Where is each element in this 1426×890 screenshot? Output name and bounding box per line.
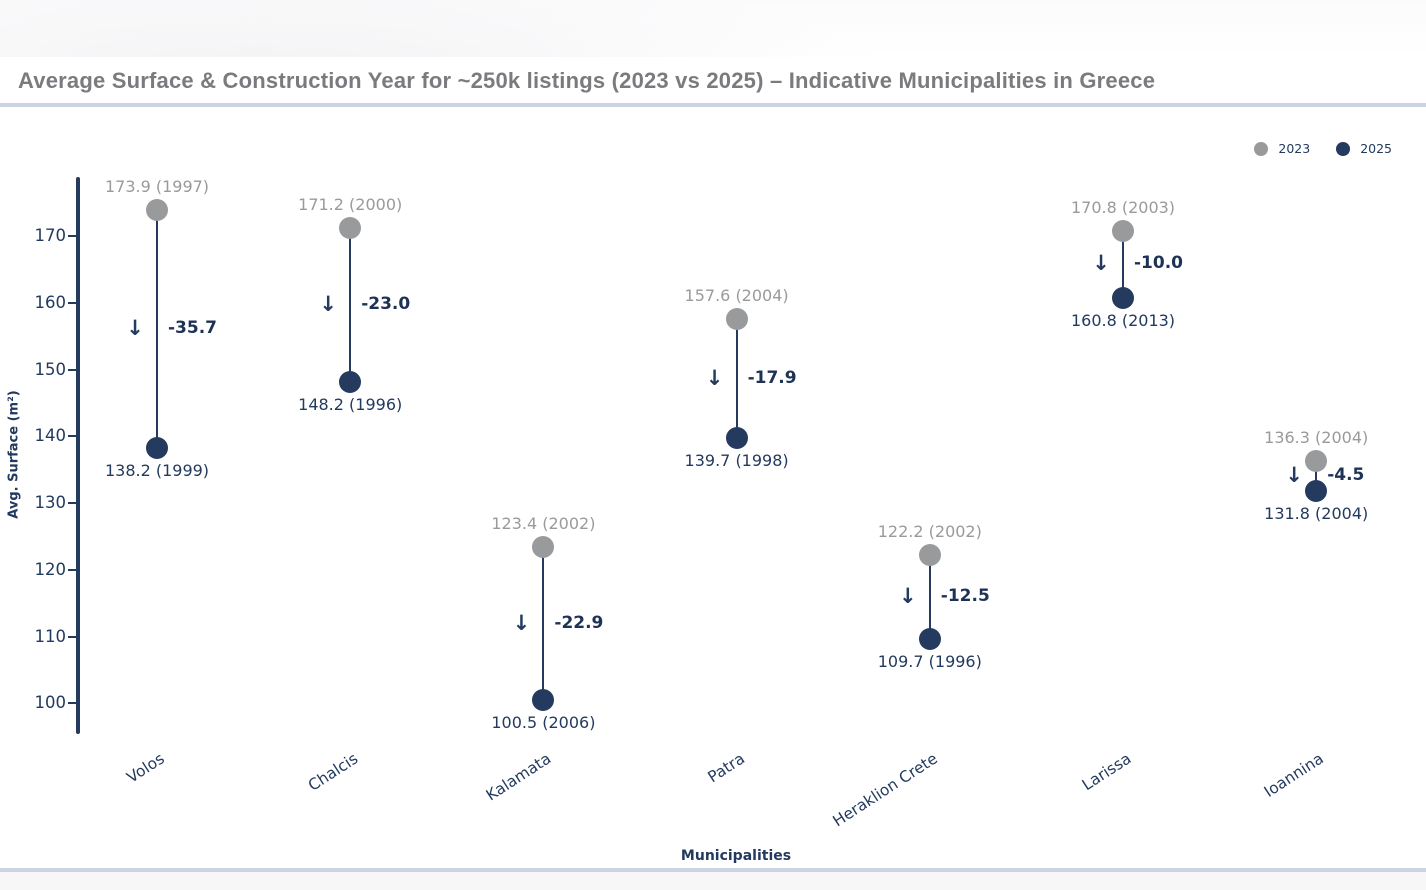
dot-2023: [532, 536, 555, 559]
y-tick-label: 120: [34, 559, 67, 579]
dumbbell-connector: [928, 555, 931, 639]
dot-2023: [1112, 219, 1134, 242]
dumbbell-connector: [1315, 461, 1318, 492]
point-label-2023: 170.8 (2003): [1070, 197, 1176, 217]
legend-item-2025: 2025: [1336, 141, 1392, 156]
y-tick-mark: [68, 568, 77, 571]
point-label-2023: 122.2 (2002): [877, 522, 982, 542]
legend-item-2023: 2023: [1254, 141, 1310, 156]
x-category-label: Chalcis: [304, 749, 362, 795]
y-tick-label: 140: [34, 426, 67, 446]
dot-2025: [146, 437, 168, 460]
y-tick-label: 110: [34, 626, 67, 646]
point-label-2023: 171.2 (2000): [298, 195, 403, 215]
diff-label: -4.5: [1327, 465, 1365, 486]
down-arrow-icon: ↓: [705, 365, 724, 390]
y-tick-label: 130: [34, 493, 67, 513]
y-axis-line: [76, 177, 80, 734]
legend-dot-icon: [1254, 141, 1269, 156]
dot-2025: [918, 627, 941, 650]
y-tick-label: 150: [34, 359, 67, 379]
dot-2025: [339, 370, 362, 393]
diff-label: -23.0: [361, 294, 411, 314]
dumbbell-connector: [156, 210, 158, 449]
down-arrow-icon: ↓: [512, 610, 531, 635]
bottom-divider: [0, 868, 1426, 872]
y-tick-mark: [68, 435, 77, 438]
bottom-strip: [0, 872, 1426, 890]
point-label-2025: 139.7 (1998): [684, 451, 789, 471]
down-arrow-icon: ↓: [1092, 251, 1110, 276]
point-label-2025: 131.8 (2004): [1264, 504, 1369, 524]
dot-2025: [532, 688, 555, 711]
y-tick-mark: [68, 302, 77, 304]
legend-label: 2025: [1360, 141, 1392, 156]
y-tick-label: 100: [34, 693, 67, 713]
down-arrow-icon: ↓: [1285, 463, 1303, 488]
x-category-label: Patra: [704, 749, 748, 787]
y-tick-mark: [68, 635, 77, 638]
y-tick-label: 170: [34, 226, 67, 246]
point-label-2023: 136.3 (2004): [1264, 428, 1369, 448]
dot-2023: [918, 544, 941, 567]
diff-label: -10.0: [1134, 253, 1183, 274]
point-label-2023: 123.4 (2002): [491, 514, 596, 534]
dot-2025: [725, 427, 748, 450]
dumbbell-connector: [1122, 230, 1124, 298]
dot-2023: [1305, 450, 1328, 473]
dot-2023: [725, 308, 748, 331]
x-category-label: Kalamata: [482, 749, 555, 805]
y-axis-title: Avg. Surface (m²): [6, 390, 22, 519]
dumbbell-connector: [349, 228, 352, 382]
down-arrow-icon: ↓: [126, 316, 144, 341]
diff-label: -22.9: [554, 612, 604, 633]
diff-label: -12.5: [940, 585, 990, 606]
dot-2023: [339, 217, 362, 240]
legend-dot-icon: [1336, 141, 1351, 156]
x-category-label: Volos: [123, 749, 168, 787]
chart-title: Average Surface & Construction Year for …: [18, 68, 1156, 93]
point-label-2025: 138.2 (1999): [104, 461, 210, 481]
down-arrow-icon: ↓: [319, 292, 337, 316]
x-category-label: Ioannina: [1261, 749, 1328, 801]
x-axis-title: Municipalities: [680, 848, 792, 864]
diff-label: -35.7: [168, 318, 217, 339]
page-header-band: [0, 0, 1426, 57]
dot-2025: [1112, 286, 1134, 309]
point-label-2025: 109.7 (1996): [877, 651, 982, 671]
point-label-2023: 173.9 (1997): [104, 177, 210, 197]
legend: 2023 2025: [1254, 141, 1392, 156]
down-arrow-icon: ↓: [898, 583, 917, 608]
point-label-2025: 160.8 (2013): [1070, 310, 1176, 330]
legend-label: 2023: [1278, 141, 1311, 156]
point-label-2023: 157.6 (2004): [684, 286, 789, 306]
point-label-2025: 100.5 (2006): [491, 712, 596, 732]
point-label-2025: 148.2 (1996): [298, 394, 403, 414]
y-tick-label: 160: [34, 293, 67, 312]
y-tick-mark: [68, 502, 77, 505]
x-category-label: Heraklion Crete: [829, 749, 941, 831]
y-tick-mark: [68, 368, 77, 371]
y-tick-mark: [68, 235, 77, 238]
dot-2023: [146, 199, 168, 222]
header-divider: [0, 103, 1426, 107]
dumbbell-connector: [542, 547, 545, 700]
dumbbell-connector: [735, 319, 738, 439]
dot-2025: [1305, 480, 1328, 503]
x-category-label: Larissa: [1078, 749, 1134, 795]
diff-label: -17.9: [747, 367, 797, 388]
y-tick-mark: [68, 702, 77, 705]
